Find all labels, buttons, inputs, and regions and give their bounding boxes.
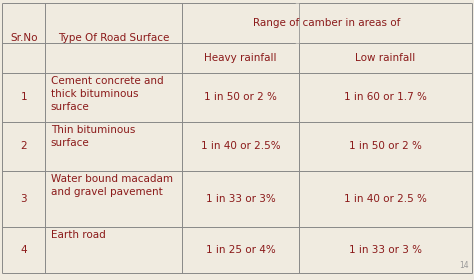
Text: 2: 2 (20, 141, 27, 151)
Text: 1 in 40 or 2.5%: 1 in 40 or 2.5% (201, 141, 280, 151)
Text: 14: 14 (460, 261, 469, 270)
Text: Sr.No: Sr.No (10, 33, 37, 43)
Text: 1 in 50 or 2 %: 1 in 50 or 2 % (204, 92, 277, 102)
Text: 3: 3 (20, 194, 27, 204)
Text: 1 in 33 or 3%: 1 in 33 or 3% (206, 194, 275, 204)
Text: Water bound macadam
and gravel pavement: Water bound macadam and gravel pavement (51, 174, 173, 197)
Text: 1 in 60 or 1.7 %: 1 in 60 or 1.7 % (344, 92, 427, 102)
Text: Range of camber in areas of: Range of camber in areas of (254, 18, 401, 28)
Text: 4: 4 (20, 245, 27, 255)
Text: 1 in 33 or 3 %: 1 in 33 or 3 % (348, 245, 422, 255)
Text: Heavy rainfall: Heavy rainfall (204, 53, 277, 63)
Text: Type Of Road Surface: Type Of Road Surface (58, 33, 169, 43)
Text: 1 in 25 or 4%: 1 in 25 or 4% (206, 245, 275, 255)
Text: 1 in 50 or 2 %: 1 in 50 or 2 % (349, 141, 421, 151)
Text: Earth road: Earth road (51, 230, 106, 240)
Text: Thin bituminous
surface: Thin bituminous surface (51, 125, 135, 148)
Text: 1 in 40 or 2.5 %: 1 in 40 or 2.5 % (344, 194, 427, 204)
Text: 1: 1 (20, 92, 27, 102)
Text: Low rainfall: Low rainfall (355, 53, 415, 63)
Text: Cement concrete and
thick bituminous
surface: Cement concrete and thick bituminous sur… (51, 76, 164, 112)
